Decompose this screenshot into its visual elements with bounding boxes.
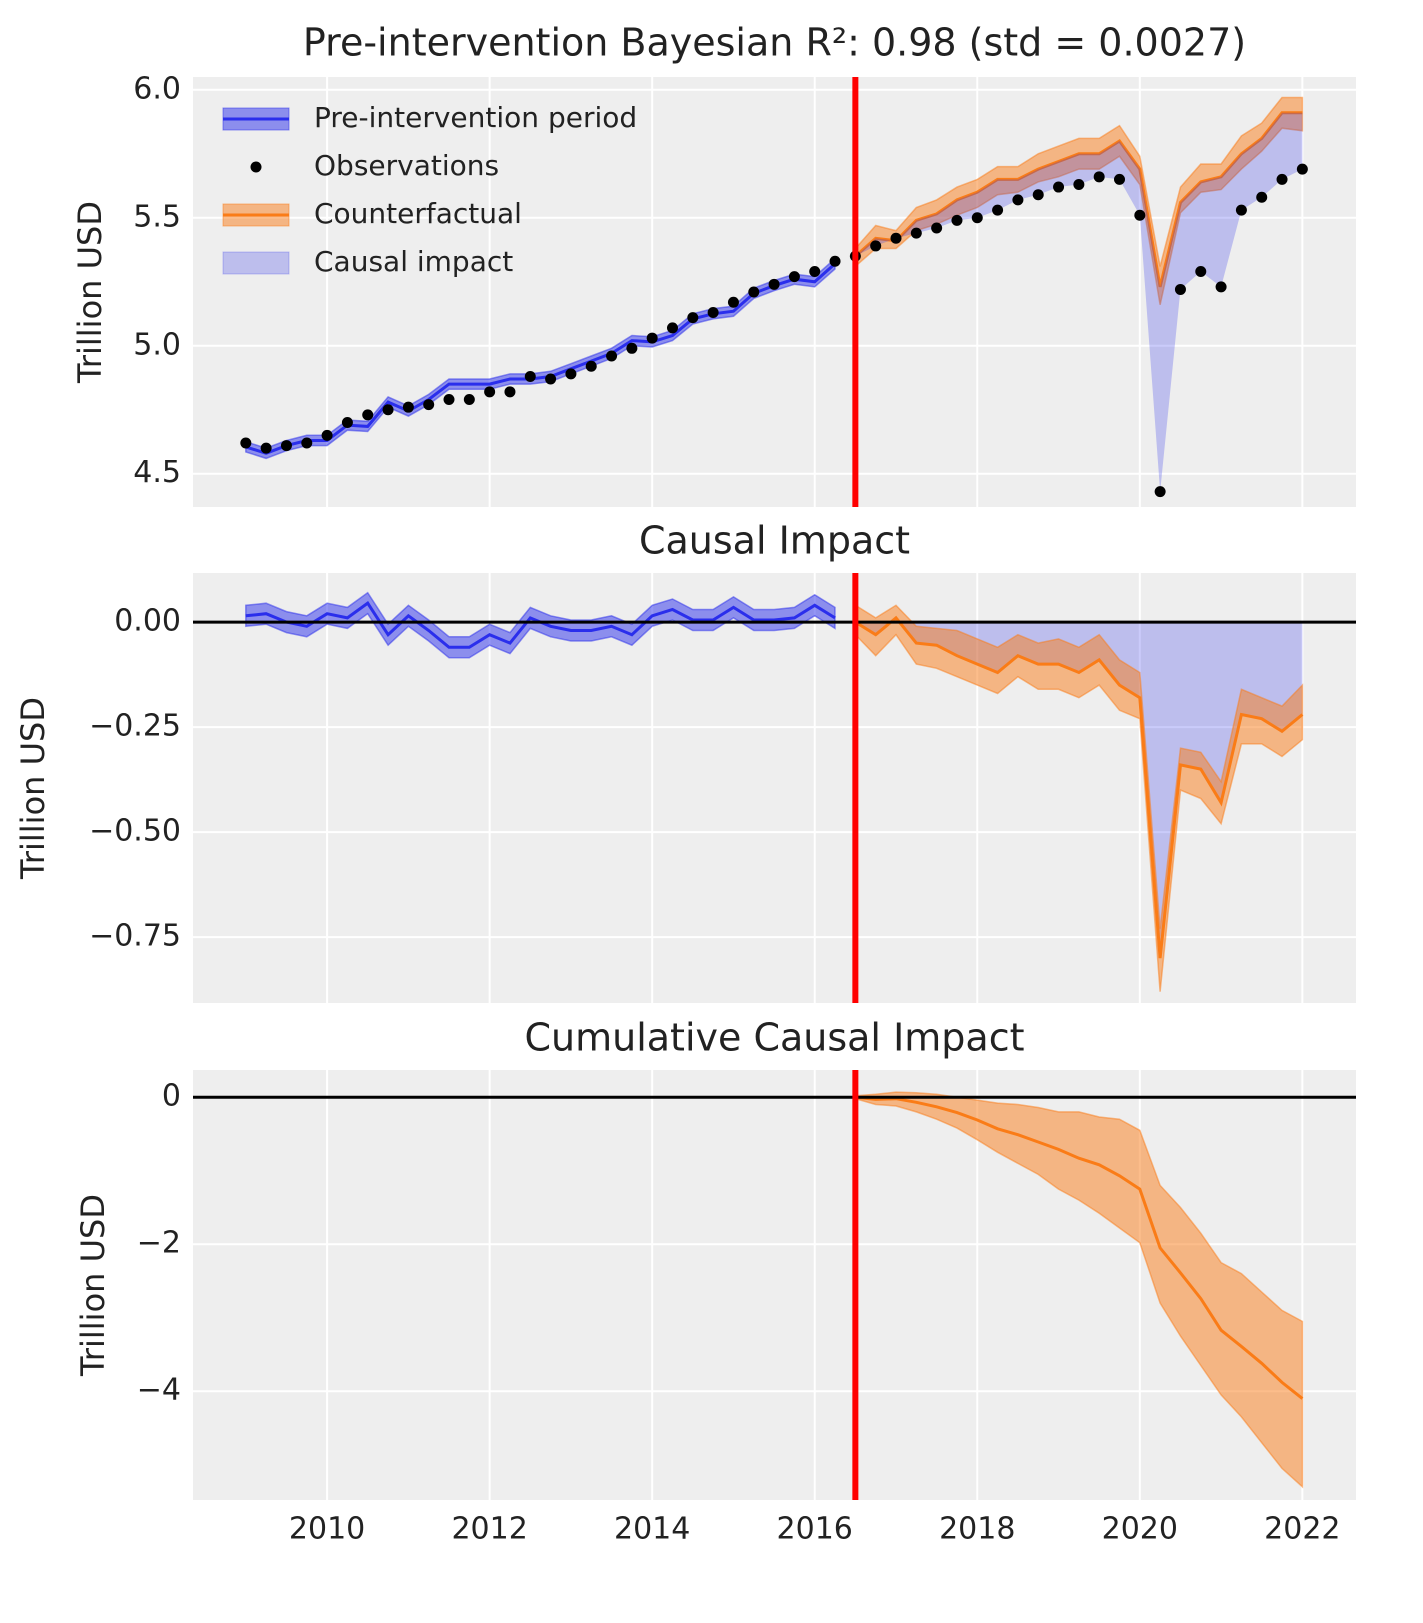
x-tick-label: 2020 [1102,1512,1178,1547]
legend-patch [222,251,290,275]
legend-label: Observations [314,149,499,182]
chart-title: Cumulative Causal Impact [524,1016,1024,1060]
legend-marker [250,161,262,173]
observation-point [1296,163,1308,175]
observation-point [301,437,313,449]
y-tick-label: 0.00 [114,604,181,639]
observation-point [1032,189,1044,201]
x-tick-label: 2012 [451,1512,527,1547]
y-tick-label: −4 [137,1373,181,1408]
x-tick-label: 2018 [939,1512,1015,1547]
observation-point [951,214,963,226]
series-line [245,262,836,455]
y-tick-label: 6.0 [133,71,181,106]
observation-point [910,227,922,239]
x-tick-label: 2016 [777,1512,853,1547]
plot-area [240,96,1308,498]
plot-area [193,591,1356,992]
y-tick-label: −0.50 [89,814,181,849]
observation-point [1093,171,1105,183]
observation-point [504,386,516,398]
observation-point [585,360,597,372]
y-tick-label: −0.25 [89,709,181,744]
y-tick-label: −2 [137,1226,181,1261]
observation-point [768,278,780,290]
band [854,603,1304,992]
observation-point [667,322,679,334]
observation-point [809,266,821,278]
observation-point [1012,194,1024,206]
observation-point [626,342,638,354]
observation-point [1073,179,1085,190]
causal-impact-area [855,112,1303,492]
observation-point [545,373,557,385]
observation-point [1276,173,1288,185]
y-tick-label: 5.0 [133,327,181,362]
observation-point [402,401,414,413]
observation-point [870,240,882,252]
x-tick-label: 2010 [289,1512,365,1547]
observation-point [1134,209,1146,221]
observation-point [423,399,435,411]
observation-point [1215,281,1227,293]
observation-point [443,394,455,405]
chart-title: Causal Impact [639,519,910,563]
observation-point [280,440,292,452]
observation-point [606,350,618,362]
y-tick-label: −0.75 [89,919,181,954]
observation-point [240,437,252,449]
observation-point [1256,191,1268,203]
observation-point [788,271,800,283]
observation-point [829,255,841,267]
y-axis-label: Trillion USD [74,1194,112,1377]
plot-area [193,1091,1356,1489]
observation-point [1113,173,1125,185]
observation-point [341,417,353,429]
x-tick-label: 2022 [1264,1512,1340,1547]
series-line [855,1095,1304,1400]
observation-point [321,429,333,441]
observation-point [646,332,658,344]
chart-title: Pre-intervention Bayesian R²: 0.98 (std … [303,21,1246,65]
observation-point [524,370,536,382]
observation-point [1053,181,1065,193]
observation-point [260,442,272,454]
y-tick-label: 4.5 [133,455,181,490]
legend-label: Counterfactual [314,197,522,230]
x-tick-label: 2014 [614,1512,690,1547]
observation-point [463,394,475,405]
observation-point [727,296,739,308]
impact-area [855,617,1303,959]
legend-label: Causal impact [314,245,513,278]
observation-point [382,404,394,416]
series-line [854,615,1304,959]
observation-point [687,312,699,324]
observation-point [484,386,496,398]
observation-point [931,222,943,234]
band [245,591,836,659]
observation-point [1235,204,1247,216]
observation-point [1195,266,1207,278]
band [854,96,1304,305]
y-tick-label: 5.5 [133,199,181,234]
observation-point [748,286,760,298]
observation-point [565,368,577,380]
observation-point [1154,486,1166,498]
observation-point [890,232,902,244]
observation-point [971,212,983,224]
series-line [854,111,1303,288]
y-axis-label: Trillion USD [14,697,52,880]
y-axis-label: Trillion USD [71,201,109,384]
y-tick-label: 0 [162,1079,181,1114]
observation-point [707,306,719,318]
legend-label: Pre-intervention period [314,101,637,134]
observation-point [992,204,1004,216]
observation-point [362,409,374,421]
band [854,1091,1304,1489]
observation-point [1174,283,1186,295]
